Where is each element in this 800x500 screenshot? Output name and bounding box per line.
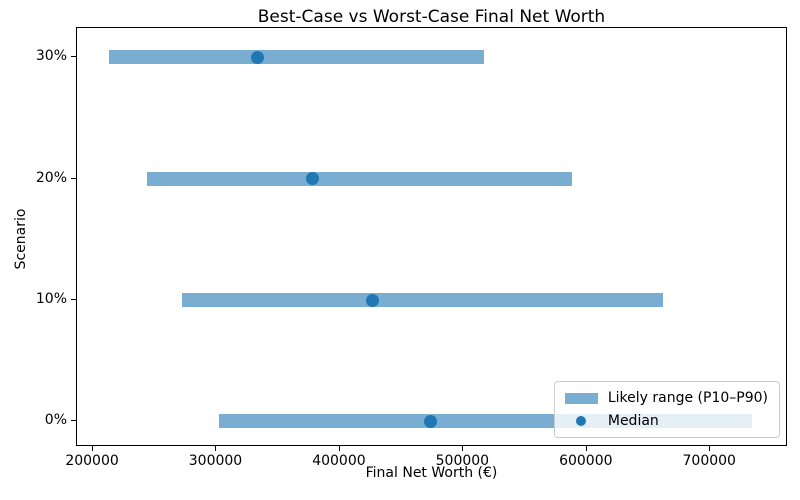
y-tick-label: 0% [44,412,67,429]
median-swatch-icon [565,416,598,426]
legend-label-median: Median [607,413,659,429]
median-dot [423,414,437,428]
y-tick-label: 20% [35,169,67,186]
y-axis-label: Scenario [13,208,29,270]
legend-label-range: Likely range (P10–P90) [607,390,768,406]
range-bar [181,293,664,308]
x-tick-mark [585,446,587,451]
plot-area: Likely range (P10–P90) Median [76,27,787,446]
range-bar-swatch [564,392,598,404]
x-tick-mark [709,446,711,451]
x-tick-mark [215,446,217,451]
median-dot [306,172,320,186]
range-bar [109,50,485,65]
x-tick-mark [462,446,464,451]
x-tick-mark [338,446,340,451]
median-dot [250,50,264,64]
legend: Likely range (P10–P90) Median [553,381,780,438]
legend-item-range: Likely range (P10–P90) [564,390,768,406]
median-dot [365,293,379,307]
x-axis-label: Final Net Worth (€) [365,465,498,481]
legend-item-median: Median [565,413,768,429]
median-dot-swatch [576,416,587,426]
chart-title: Best-Case vs Worst-Case Final Net Worth [257,7,606,27]
range-swatch-icon [564,392,598,404]
range-bar [147,171,572,186]
y-tick-label: 30% [35,48,67,65]
x-tick-mark [92,446,94,451]
y-tick-label: 10% [35,291,67,308]
